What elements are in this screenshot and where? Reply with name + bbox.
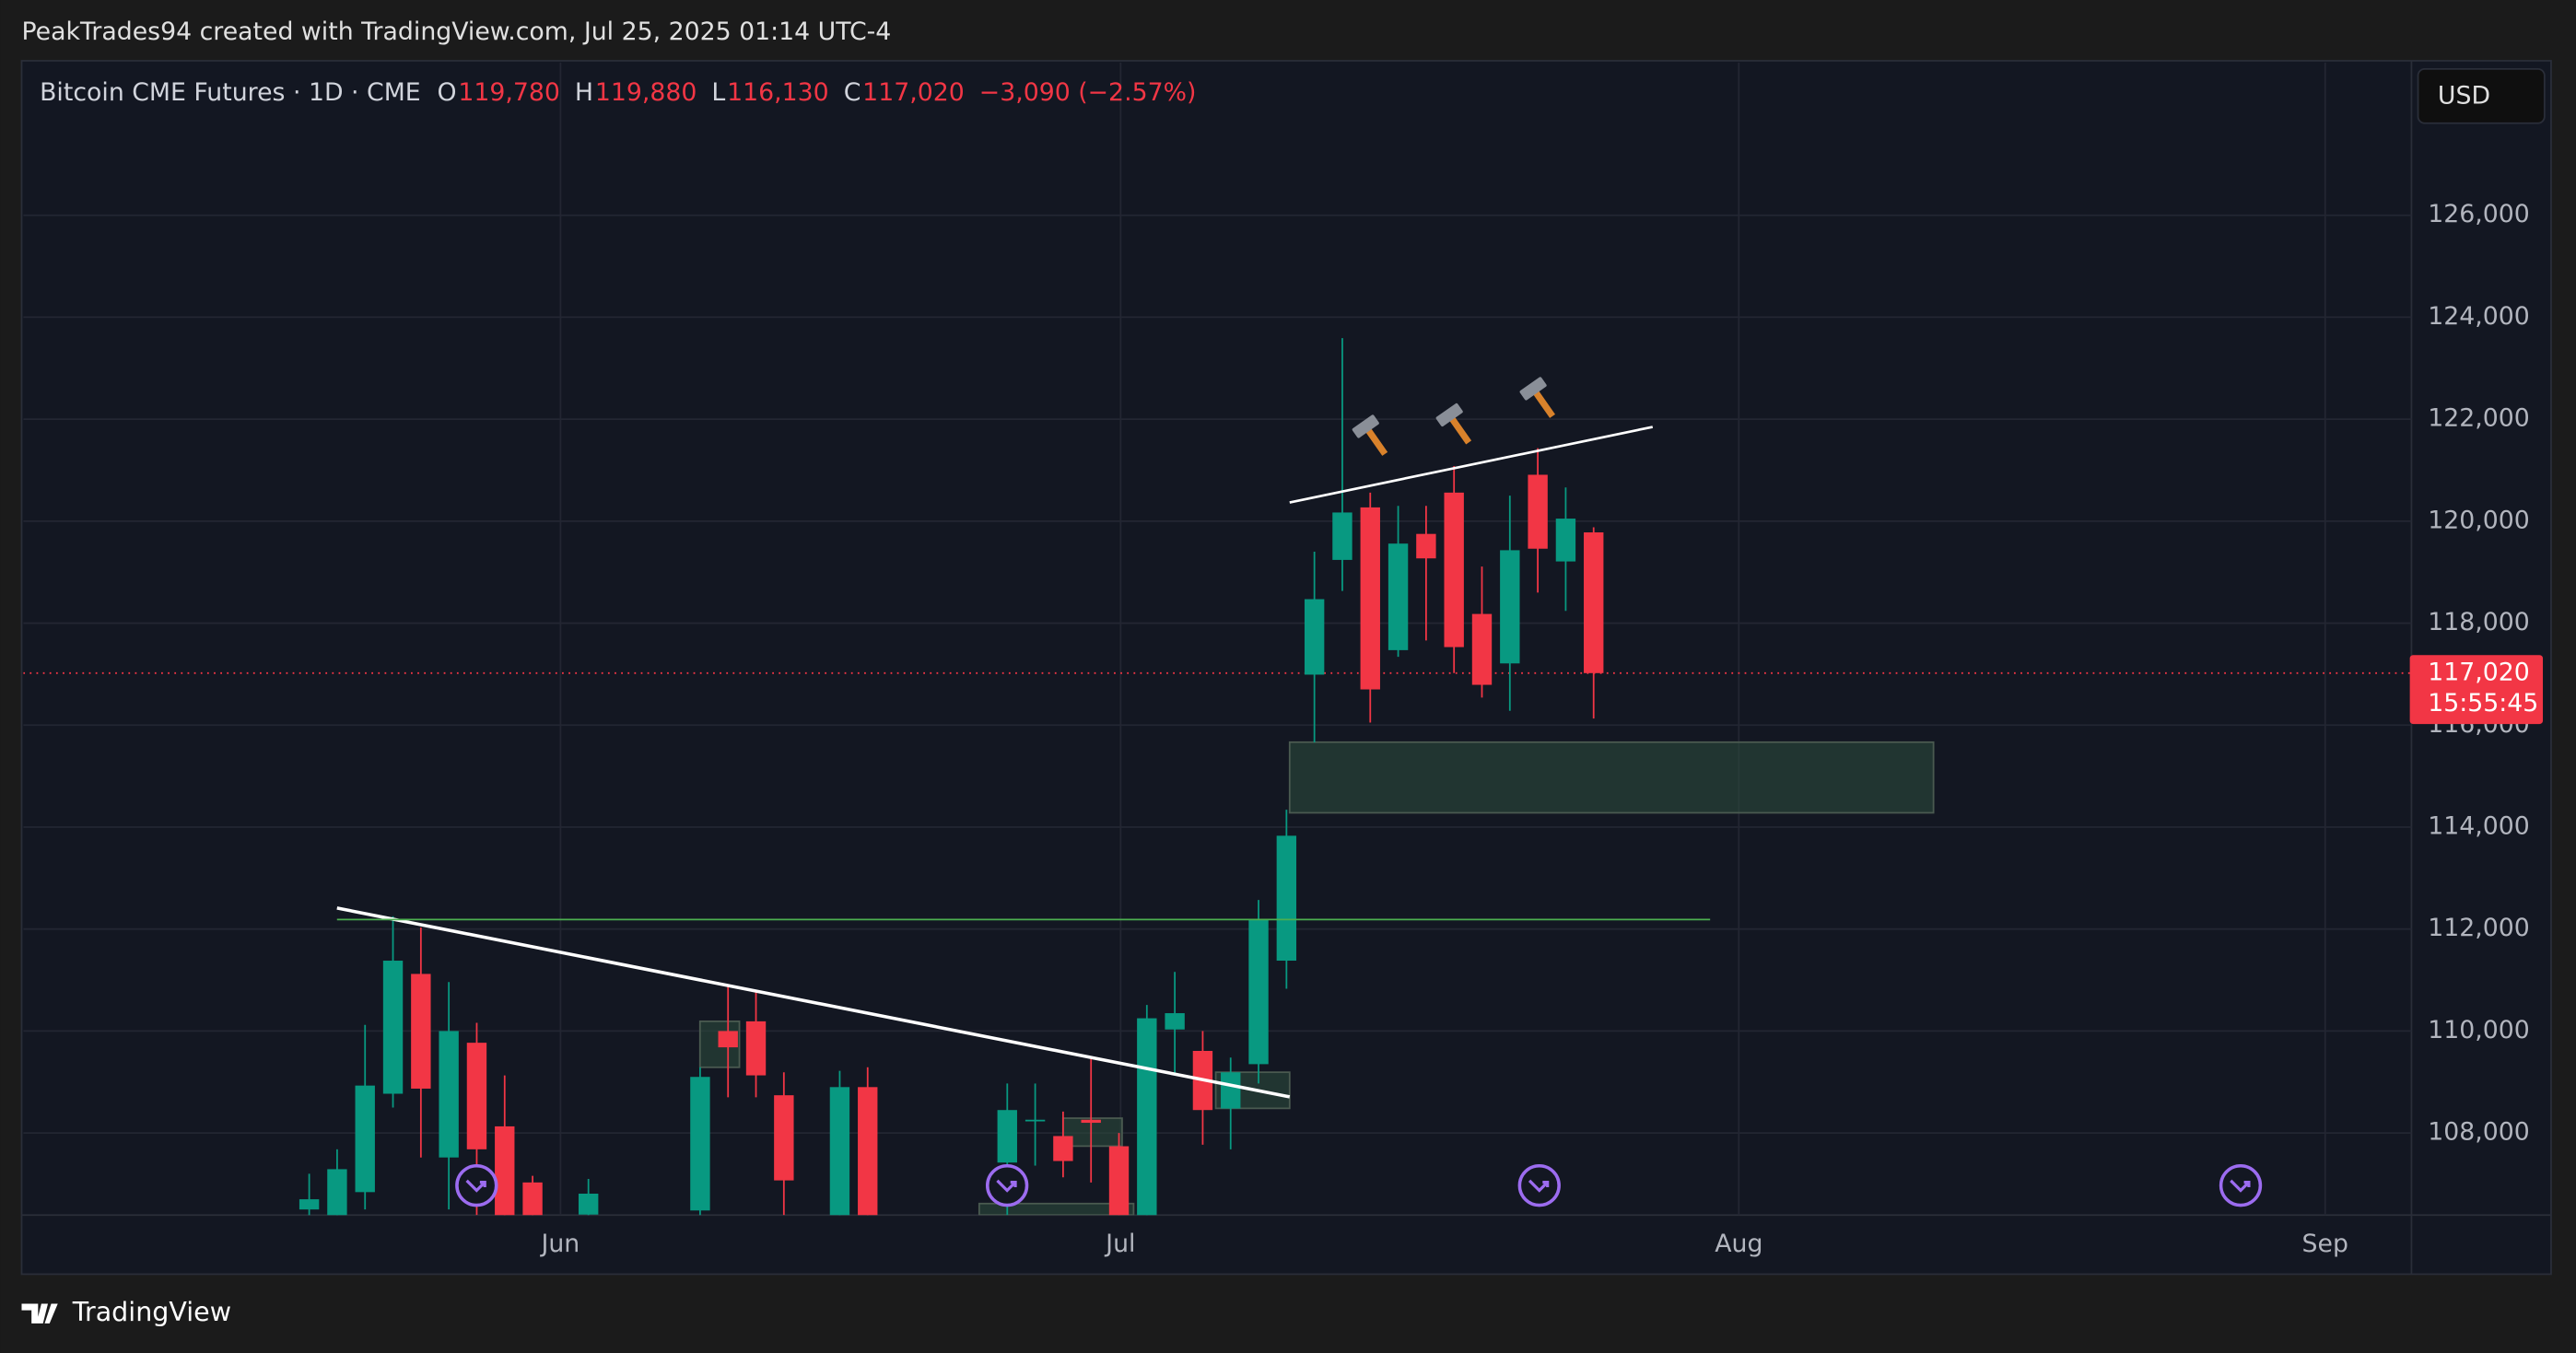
y-tick-label: 112,000	[2428, 914, 2530, 942]
ohlc-value: 119,780	[458, 78, 560, 107]
candle-body	[1528, 474, 1548, 549]
hammer-icon	[1352, 414, 1388, 456]
hammer-icon	[1435, 402, 1472, 445]
countdown: 15:55:45	[2428, 689, 2538, 717]
candle-body	[718, 1031, 738, 1048]
legend: Bitcoin CME Futures · 1D · CME O 119,780 H…	[40, 78, 1196, 107]
candle-body	[997, 1110, 1017, 1163]
candle-body	[495, 1126, 515, 1216]
candle-body	[466, 1043, 487, 1149]
ohlc-value: 119,880	[595, 78, 697, 107]
event-icon[interactable]	[1517, 1163, 1561, 1207]
ohlc-key: H	[575, 78, 593, 107]
candle-body	[578, 1193, 599, 1215]
candle-body	[1500, 550, 1520, 664]
candle-body	[1081, 1119, 1101, 1124]
y-tick-label: 126,000	[2428, 200, 2530, 228]
grid	[23, 62, 2412, 1216]
event-icon[interactable]	[455, 1163, 498, 1207]
candle-body	[1304, 599, 1325, 675]
candle-body	[1165, 1013, 1185, 1030]
ohlc-key: C	[844, 78, 861, 107]
event-icon[interactable]	[2219, 1163, 2263, 1207]
y-tick-label: 108,000	[2428, 1118, 2530, 1147]
hammer-icon	[1519, 377, 1555, 418]
candle-body	[522, 1182, 543, 1216]
candle-body	[1053, 1136, 1073, 1161]
candle-body	[1276, 835, 1297, 962]
change: −3,090 (−2.57%)	[979, 78, 1197, 107]
last-price-tag	[2409, 655, 2544, 725]
candle-body	[1555, 519, 1576, 562]
ohlc-key: L	[711, 78, 725, 107]
candle-body	[1416, 533, 1436, 559]
candle-body	[690, 1077, 710, 1211]
event-icon[interactable]	[985, 1163, 1029, 1207]
candle-body	[1360, 507, 1380, 690]
ohlc-key: O	[438, 78, 457, 107]
candle-body	[1332, 512, 1352, 560]
candle-body	[355, 1085, 375, 1193]
candle-body	[1388, 543, 1409, 650]
last-price-label: 117,020	[2428, 658, 2530, 686]
zone-box	[1288, 741, 1935, 814]
x-tick-label: Jul	[1104, 1230, 1135, 1258]
brand: TradingView	[72, 1297, 231, 1327]
candle-body	[1471, 613, 1493, 685]
x-tick-label: Aug	[1715, 1230, 1762, 1258]
candle-body	[1584, 532, 1604, 673]
candle-body	[1137, 1018, 1157, 1216]
trend-line	[336, 906, 1291, 1099]
candle-body	[439, 1031, 459, 1158]
drawings	[336, 377, 2263, 1207]
candle-body	[829, 1087, 850, 1216]
candle-body	[327, 1169, 347, 1216]
y-tick-label: 122,000	[2428, 404, 2530, 433]
candle-body	[745, 1021, 767, 1076]
currency-label: USD	[2438, 82, 2490, 111]
y-tick-label: 114,000	[2428, 811, 2530, 840]
candle-body	[1248, 919, 1269, 1065]
trend-line	[1289, 426, 1654, 504]
y-tick-label: 124,000	[2428, 302, 2530, 331]
candle-body	[1444, 492, 1464, 647]
y-tick-label: 110,000	[2428, 1016, 2530, 1044]
brand-logo: TradingView	[21, 1297, 231, 1327]
y-tick-label: 120,000	[2428, 506, 2530, 534]
attribution: PeakTrades94 created with TradingView.co…	[21, 17, 891, 46]
symbol: Bitcoin CME Futures · 1D · CME	[40, 78, 421, 107]
candle-body	[774, 1095, 794, 1181]
candle-body	[299, 1199, 320, 1210]
currency-button[interactable]	[2417, 67, 2546, 124]
candle-body	[1221, 1072, 1241, 1109]
x-tick-label: Sep	[2302, 1230, 2348, 1258]
candle-body	[382, 961, 404, 1094]
candle-body	[858, 1087, 878, 1216]
candle-body	[1025, 1119, 1046, 1122]
candle-body	[1108, 1146, 1130, 1216]
y-tick-label: 118,000	[2428, 608, 2530, 636]
zone-box	[978, 1202, 1135, 1216]
ohlc-value: 117,020	[862, 78, 965, 107]
axes: 108,000110,000112,000114,000116,000118,0…	[539, 200, 2544, 1258]
ohlc-value: 116,130	[727, 78, 829, 107]
candle-body	[411, 974, 431, 1089]
x-tick-label: Jun	[539, 1230, 580, 1258]
